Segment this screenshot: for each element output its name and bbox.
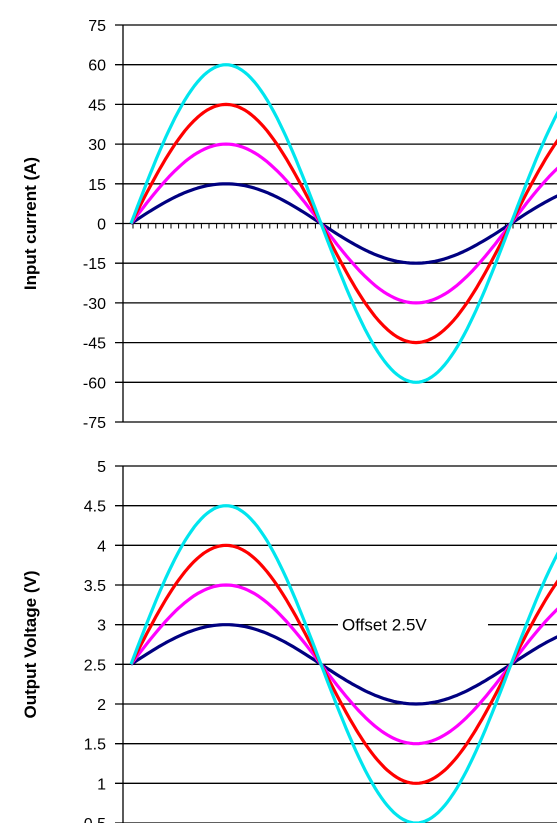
- input-current-chart: 75 60 45 30 15 0 -15 -30 -45 -60 -75 Input current …: [21, 18, 557, 432]
- y-tick-label: 30: [88, 137, 106, 154]
- y-axis-title: Input current (A): [21, 157, 40, 290]
- y-tick-label: 45: [88, 97, 106, 114]
- series-line: [129, 142, 557, 305]
- series-line: [129, 102, 557, 345]
- y-tick-label: 75: [88, 18, 106, 35]
- y-tick-label: 2: [97, 697, 106, 714]
- y-tick-label: -60: [83, 375, 106, 392]
- y-tick-label: 15: [88, 177, 106, 194]
- y-tick-label: -15: [83, 256, 106, 273]
- y-tick-label: 0: [97, 217, 106, 234]
- y-tick-label: 0.5: [84, 816, 106, 823]
- series-line: [129, 63, 557, 384]
- series-line: [130, 182, 557, 265]
- y-tick-label: 1: [97, 776, 106, 793]
- y-tick-label: 3.5: [84, 578, 106, 595]
- y-tick-label: 3: [97, 618, 106, 635]
- series-line: [129, 583, 557, 746]
- y-tick-label: 1.5: [84, 737, 106, 754]
- y-axis-title: Output Voltage (V): [21, 571, 40, 719]
- series-line: [129, 543, 557, 785]
- y-tick-label: 5: [97, 459, 106, 476]
- y-tick-label: 4.5: [84, 499, 106, 516]
- y-tick-label: 2.5: [84, 657, 106, 674]
- y-tick-label: 4: [97, 538, 106, 555]
- y-tick-label: -75: [83, 415, 106, 432]
- y-tick-label: -45: [83, 336, 106, 353]
- output-voltage-chart: 5 4.5 4 3.5 3 2.5 2 1.5 1 0.5 Output Voltage (V) Of…: [21, 459, 557, 823]
- offset-annotation: Offset 2.5V: [342, 616, 427, 635]
- series-line: [130, 623, 557, 706]
- series-line: [129, 504, 557, 823]
- annotation-bg: [338, 610, 488, 637]
- y-tick-label: -30: [83, 296, 106, 313]
- y-tick-label: 60: [88, 58, 106, 75]
